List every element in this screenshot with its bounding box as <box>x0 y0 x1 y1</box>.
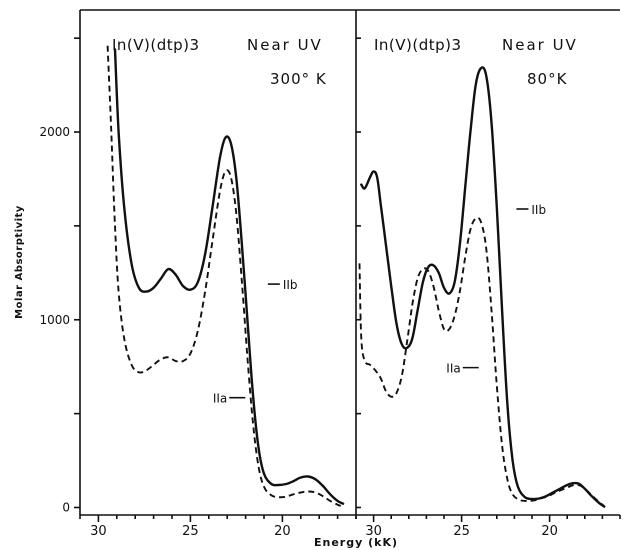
y-axis-label: Molar Absorptivity <box>14 205 25 319</box>
subtitle-300k: Near UV <box>247 36 323 54</box>
x-tick-label-20-300k: 20 <box>274 524 291 539</box>
x-axis-label: Energy (kK) <box>314 536 398 549</box>
title-300k: In(V)(dtp)3 <box>112 36 200 54</box>
series-iia-curve-80k <box>358 216 605 507</box>
series-label-iib-80k: IIb <box>531 203 546 217</box>
title-80k: In(V)(dtp)3 <box>374 36 462 54</box>
y-tick-label-2000: 2000 <box>39 125 70 139</box>
y-tick-label-0: 0 <box>62 500 70 514</box>
series-iia-curve-300k <box>106 45 344 508</box>
series-iib-curve-80k <box>360 66 606 508</box>
temperature-80k: 80°K <box>527 70 568 88</box>
chart-marks: 30 25 20 0 1000 2000 IIb IIa 30 25 20 IIb IIa <box>39 37 621 539</box>
x-tick-label-30-80k: 30 <box>365 524 382 539</box>
x-tick-label-25-300k: 25 <box>182 524 199 539</box>
series-label-iib-300k: IIb <box>283 278 298 292</box>
x-tick-label-25-80k: 25 <box>453 524 470 539</box>
series-label-iia-300k: IIa <box>213 392 227 406</box>
panel-300k <box>79 9 356 516</box>
series-iib-curve-300k <box>113 48 345 505</box>
panel-80k <box>355 9 620 516</box>
subtitle-80k: Near UV <box>502 36 578 54</box>
x-tick-label-20-80k: 20 <box>541 524 558 539</box>
x-tick-label-30-300k: 30 <box>90 524 107 539</box>
temperature-300k: 300° K <box>270 70 327 88</box>
series-label-iia-80k: IIa <box>446 362 460 376</box>
y-tick-label-1000: 1000 <box>39 313 70 327</box>
